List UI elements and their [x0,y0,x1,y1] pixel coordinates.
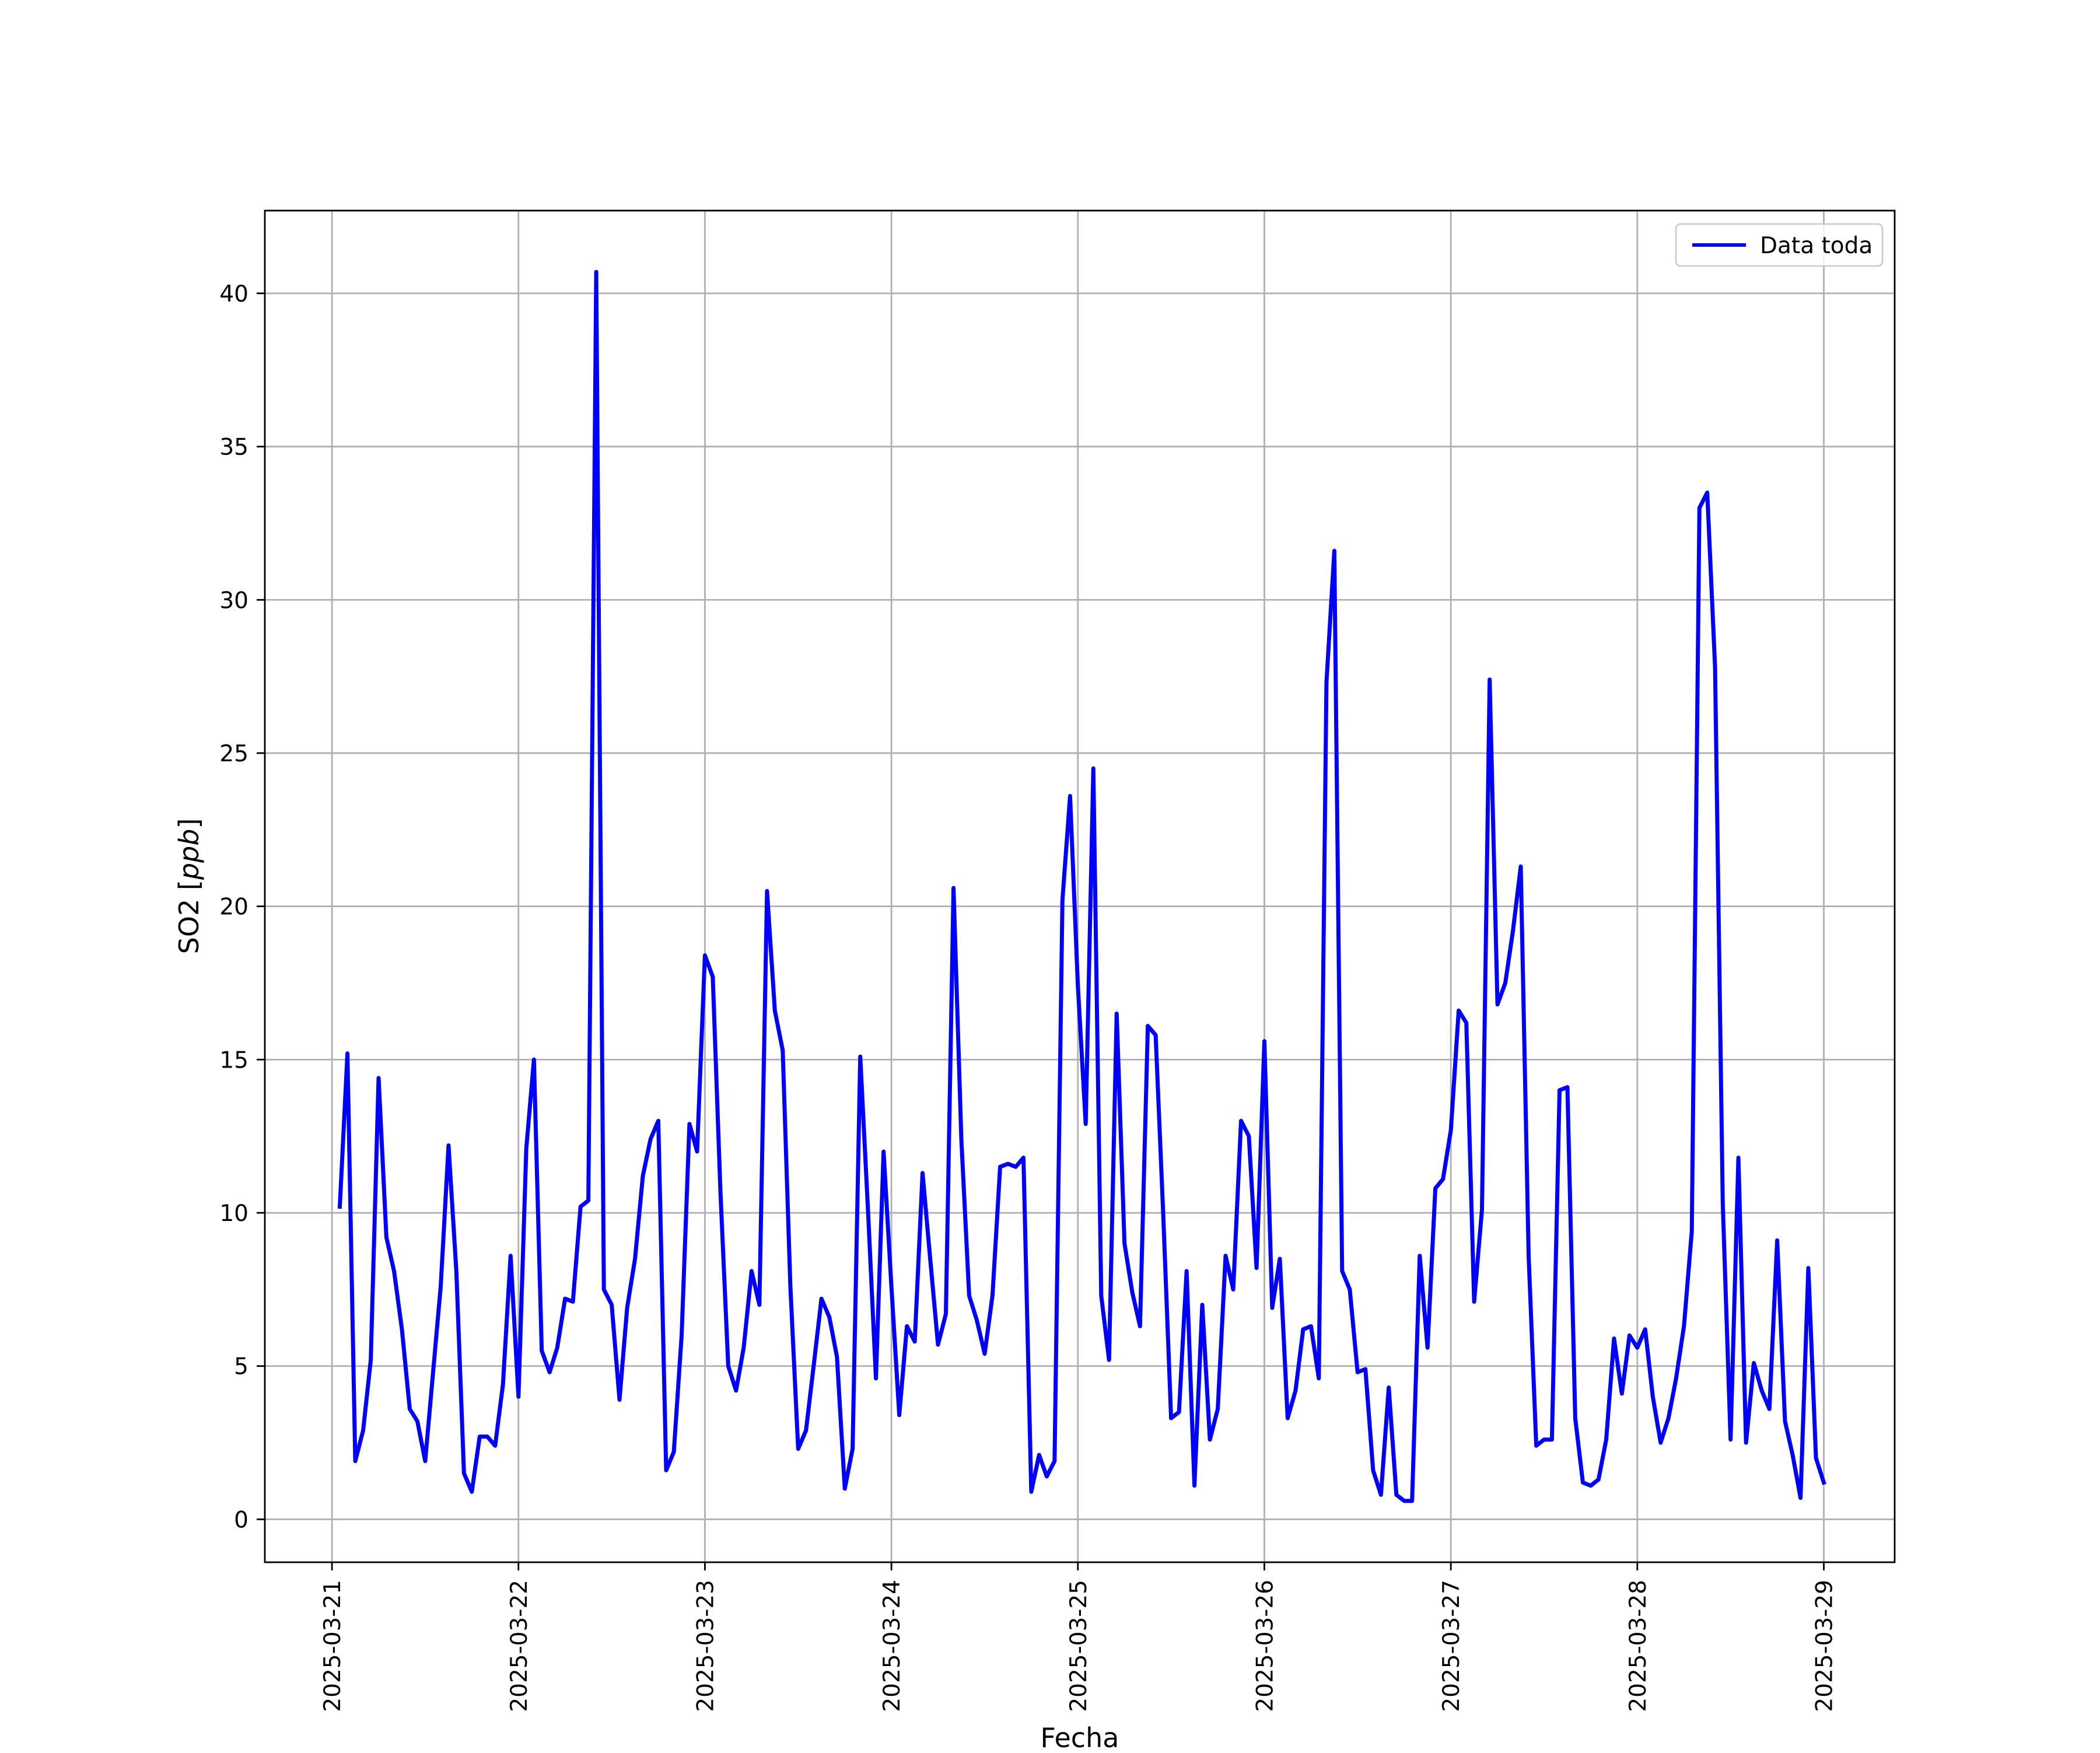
y-axis-title-text: SO2 [ [173,880,205,954]
series-layer [337,270,1826,1503]
legend-box [1675,223,1884,267]
x-tick-label: 2025-03-23 [692,1580,719,1712]
legend: Data toda [1675,223,1884,267]
legend-label-data-toda: Data toda [1760,233,1873,259]
y-tick-label: 10 [219,1201,249,1227]
y-tick-label: 40 [219,281,249,307]
y-tick-label: 20 [219,894,249,921]
y-axis-title: SO2 [ppb] [173,818,205,954]
y-tick-label: 15 [219,1047,249,1073]
y-tick-label: 30 [219,587,249,614]
series-line-data-toda [337,270,1826,1503]
x-tick-label: 2025-03-22 [506,1580,533,1712]
y-tick-label: 25 [219,741,249,767]
y-axis-title-unit: ppb [173,829,205,881]
grid [265,211,1895,1562]
x-tick-label: 2025-03-25 [1066,1580,1092,1712]
x-tick-label: 2025-03-27 [1438,1580,1465,1712]
x-tick-label: 2025-03-24 [879,1580,905,1712]
plot-area [265,211,1895,1562]
plot-frame [264,209,1896,1563]
x-tick-label: 2025-03-26 [1252,1580,1278,1712]
x-tick-label: 2025-03-21 [320,1580,346,1712]
x-tick-label: 2025-03-29 [1812,1580,1838,1712]
axis-ticks: 2025-03-21 2025-03-22 2025-03-23 2025-03-24… [219,281,1838,1712]
y-axis-title-close: ] [173,818,205,829]
y-tick-label: 0 [234,1507,249,1533]
y-tick-label: 35 [219,435,249,461]
x-tick-label: 2025-03-28 [1625,1580,1651,1712]
y-tick-label: 5 [234,1354,249,1380]
x-axis-title: Fecha [1041,1722,1119,1750]
